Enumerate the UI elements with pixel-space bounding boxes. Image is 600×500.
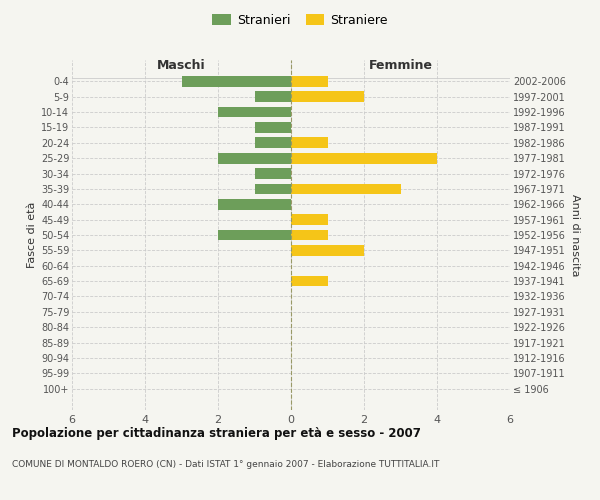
Bar [254, 92, 291, 102]
Bar [218, 199, 291, 209]
Bar [291, 76, 328, 86]
Text: Femmine: Femmine [368, 59, 433, 72]
Bar [254, 138, 291, 148]
Text: Popolazione per cittadinanza straniera per età e sesso - 2007: Popolazione per cittadinanza straniera p… [12, 428, 421, 440]
Bar [291, 138, 328, 148]
Bar [291, 230, 328, 240]
Bar [254, 184, 291, 194]
Y-axis label: Fasce di età: Fasce di età [26, 202, 37, 268]
Text: Maschi: Maschi [157, 59, 206, 72]
Bar [254, 168, 291, 179]
Bar [291, 245, 364, 256]
Legend: Stranieri, Straniere: Stranieri, Straniere [207, 8, 393, 32]
Bar [218, 106, 291, 118]
Text: COMUNE DI MONTALDO ROERO (CN) - Dati ISTAT 1° gennaio 2007 - Elaborazione TUTTIT: COMUNE DI MONTALDO ROERO (CN) - Dati IST… [12, 460, 439, 469]
Bar [218, 153, 291, 164]
Bar [182, 76, 291, 86]
Bar [291, 153, 437, 164]
Bar [254, 122, 291, 133]
Bar [291, 184, 401, 194]
Bar [291, 214, 328, 225]
Bar [218, 230, 291, 240]
Bar [291, 92, 364, 102]
Y-axis label: Anni di nascita: Anni di nascita [570, 194, 580, 276]
Bar [291, 276, 328, 286]
